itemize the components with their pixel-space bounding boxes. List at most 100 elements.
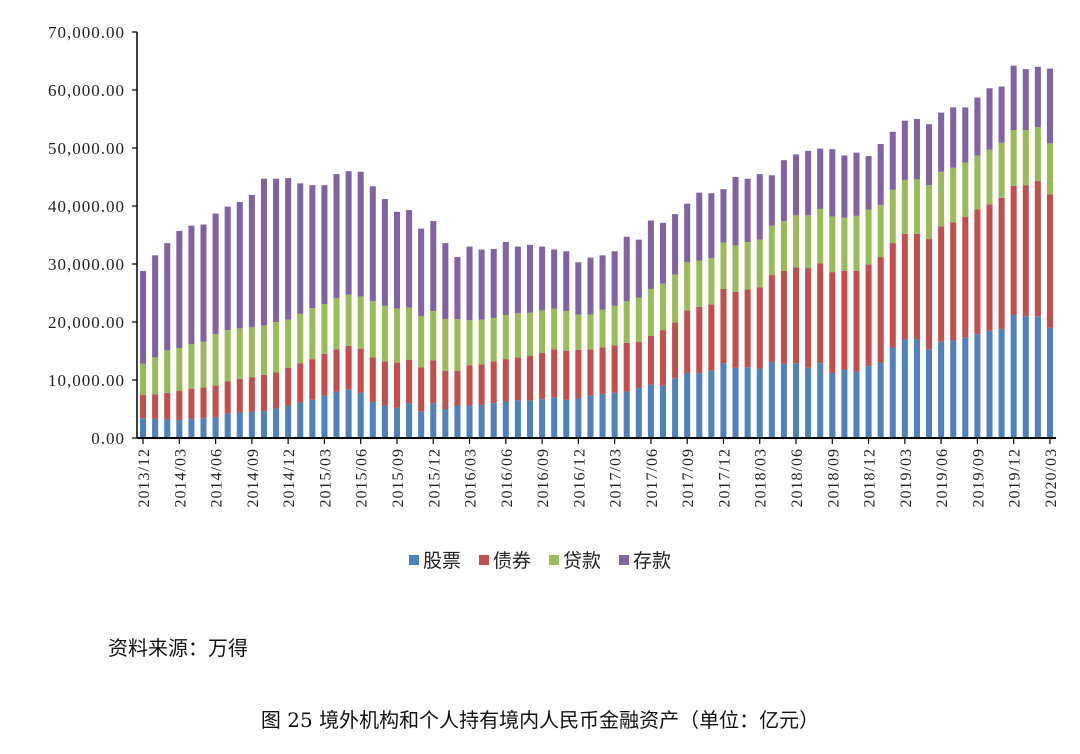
bar-segment-stock	[442, 409, 449, 438]
bar-segment-bond	[1046, 194, 1053, 328]
bar-segment-bond	[248, 377, 255, 412]
bar-segment-loan	[659, 283, 667, 331]
legend-swatch	[619, 554, 630, 565]
bar-segment-loan	[938, 171, 945, 227]
bar-segment-bond	[732, 291, 739, 368]
bar-segment-bond	[478, 364, 485, 405]
bar-segment-deposit	[889, 131, 896, 190]
bar-segment-deposit	[490, 248, 497, 318]
bar-segment-stock	[490, 403, 497, 438]
bar-segment-loan	[442, 319, 449, 371]
bar-segment-stock	[768, 362, 775, 438]
bar-segment-stock	[938, 341, 945, 438]
bar-segment-stock	[273, 408, 280, 438]
bar-segment-stock	[998, 328, 1005, 438]
bar-segment-loan	[611, 305, 618, 346]
bar-segment-loan	[1034, 127, 1041, 182]
bar-segment-stock	[1046, 327, 1053, 438]
bar-segment-bond	[357, 348, 364, 393]
bar-segment-stock	[926, 349, 933, 438]
bar-segment-stock	[659, 385, 667, 438]
bar-segment-loan	[744, 241, 751, 290]
bar-segment-deposit	[1046, 68, 1053, 144]
x-tick-label: 2016/03	[463, 448, 480, 507]
bar-segment-stock	[454, 405, 461, 438]
bar-segment-loan	[188, 344, 195, 389]
bar-segment-loan	[792, 215, 800, 268]
bar-segment-loan	[297, 313, 304, 364]
bar-segment-stock	[1010, 315, 1017, 438]
bar-segment-loan	[599, 309, 606, 348]
bar-segment-bond	[1022, 185, 1029, 317]
bar-segment-deposit	[260, 178, 267, 326]
bar-segment-bond	[768, 275, 775, 363]
bar-segment-deposit	[176, 230, 183, 349]
bar-segment-loan	[273, 322, 280, 373]
x-tick-label: 2013/12	[136, 448, 153, 507]
bar-segment-deposit	[297, 183, 304, 314]
bar-segment-deposit	[587, 257, 594, 315]
bar-segment-loan	[321, 304, 328, 354]
bar-segment-stock	[780, 363, 787, 438]
bar-segment-loan	[551, 308, 558, 350]
bar-segment-deposit	[563, 251, 570, 311]
bar-segment-stock	[950, 340, 957, 438]
bar-segment-bond	[684, 310, 691, 374]
bar-segment-bond	[998, 197, 1005, 329]
bar-segment-loan	[1046, 143, 1053, 195]
bar-segment-loan	[587, 314, 594, 350]
bar-segment-deposit	[780, 160, 787, 222]
bar-segment-bond	[901, 233, 908, 340]
bar-segment-stock	[248, 411, 255, 438]
bar-segment-stock	[599, 393, 606, 438]
bar-segment-loan	[309, 308, 316, 360]
bar-segment-deposit	[345, 171, 352, 295]
bar-segment-deposit	[418, 228, 425, 317]
bar-segment-stock	[647, 384, 654, 438]
bar-segment-deposit	[309, 185, 316, 309]
bar-segment-loan	[780, 221, 787, 271]
bar-segment-bond	[526, 355, 534, 401]
bar-segment-deposit	[684, 203, 691, 263]
x-tick-label: 2016/09	[535, 448, 552, 507]
bar-segment-bond	[188, 388, 195, 419]
bar-segment-bond	[309, 359, 316, 400]
bar-segment-stock	[333, 391, 340, 438]
bar-segment-bond	[297, 363, 304, 403]
bar-segment-deposit	[454, 257, 461, 320]
bar-segment-stock	[901, 339, 908, 438]
bar-segment-bond	[962, 217, 969, 338]
bar-segment-loan	[575, 314, 582, 350]
bar-segment-bond	[756, 287, 763, 369]
bar-segment-deposit	[333, 174, 340, 299]
bar-segment-bond	[696, 306, 703, 374]
legend-swatch	[478, 554, 489, 565]
bar-segment-loan	[901, 179, 908, 234]
legend-label: 股票	[422, 550, 461, 572]
bar-segment-bond	[152, 394, 159, 419]
bar-segment-loan	[1010, 130, 1017, 186]
bar-segment-bond	[490, 361, 497, 404]
y-tick-label: 50,000.00	[48, 139, 125, 158]
bar-segment-stock	[297, 402, 304, 438]
bar-segment-bond	[333, 349, 340, 392]
bar-segment-deposit	[381, 199, 388, 306]
bar-segment-loan	[817, 208, 824, 264]
bar-segment-stock	[514, 400, 521, 438]
bar-segment-stock	[635, 388, 642, 438]
bar-segment-stock	[224, 413, 231, 438]
bar-segment-deposit	[224, 206, 231, 331]
bar-segment-loan	[478, 319, 485, 365]
bar-segment-deposit	[236, 201, 243, 329]
bar-segment-stock	[200, 418, 207, 438]
y-tick-label: 70,000.00	[48, 23, 125, 42]
bar-segment-bond	[926, 239, 933, 350]
bar-segment-stock	[805, 367, 812, 438]
x-tick-label: 2018/03	[753, 448, 770, 507]
bar-segment-stock	[889, 347, 896, 438]
bar-segment-loan	[140, 363, 147, 396]
bar-segment-stock	[285, 405, 292, 438]
bar-segment-loan	[950, 167, 957, 223]
bar-segment-loan	[829, 216, 836, 273]
bar-segment-deposit	[442, 243, 449, 320]
